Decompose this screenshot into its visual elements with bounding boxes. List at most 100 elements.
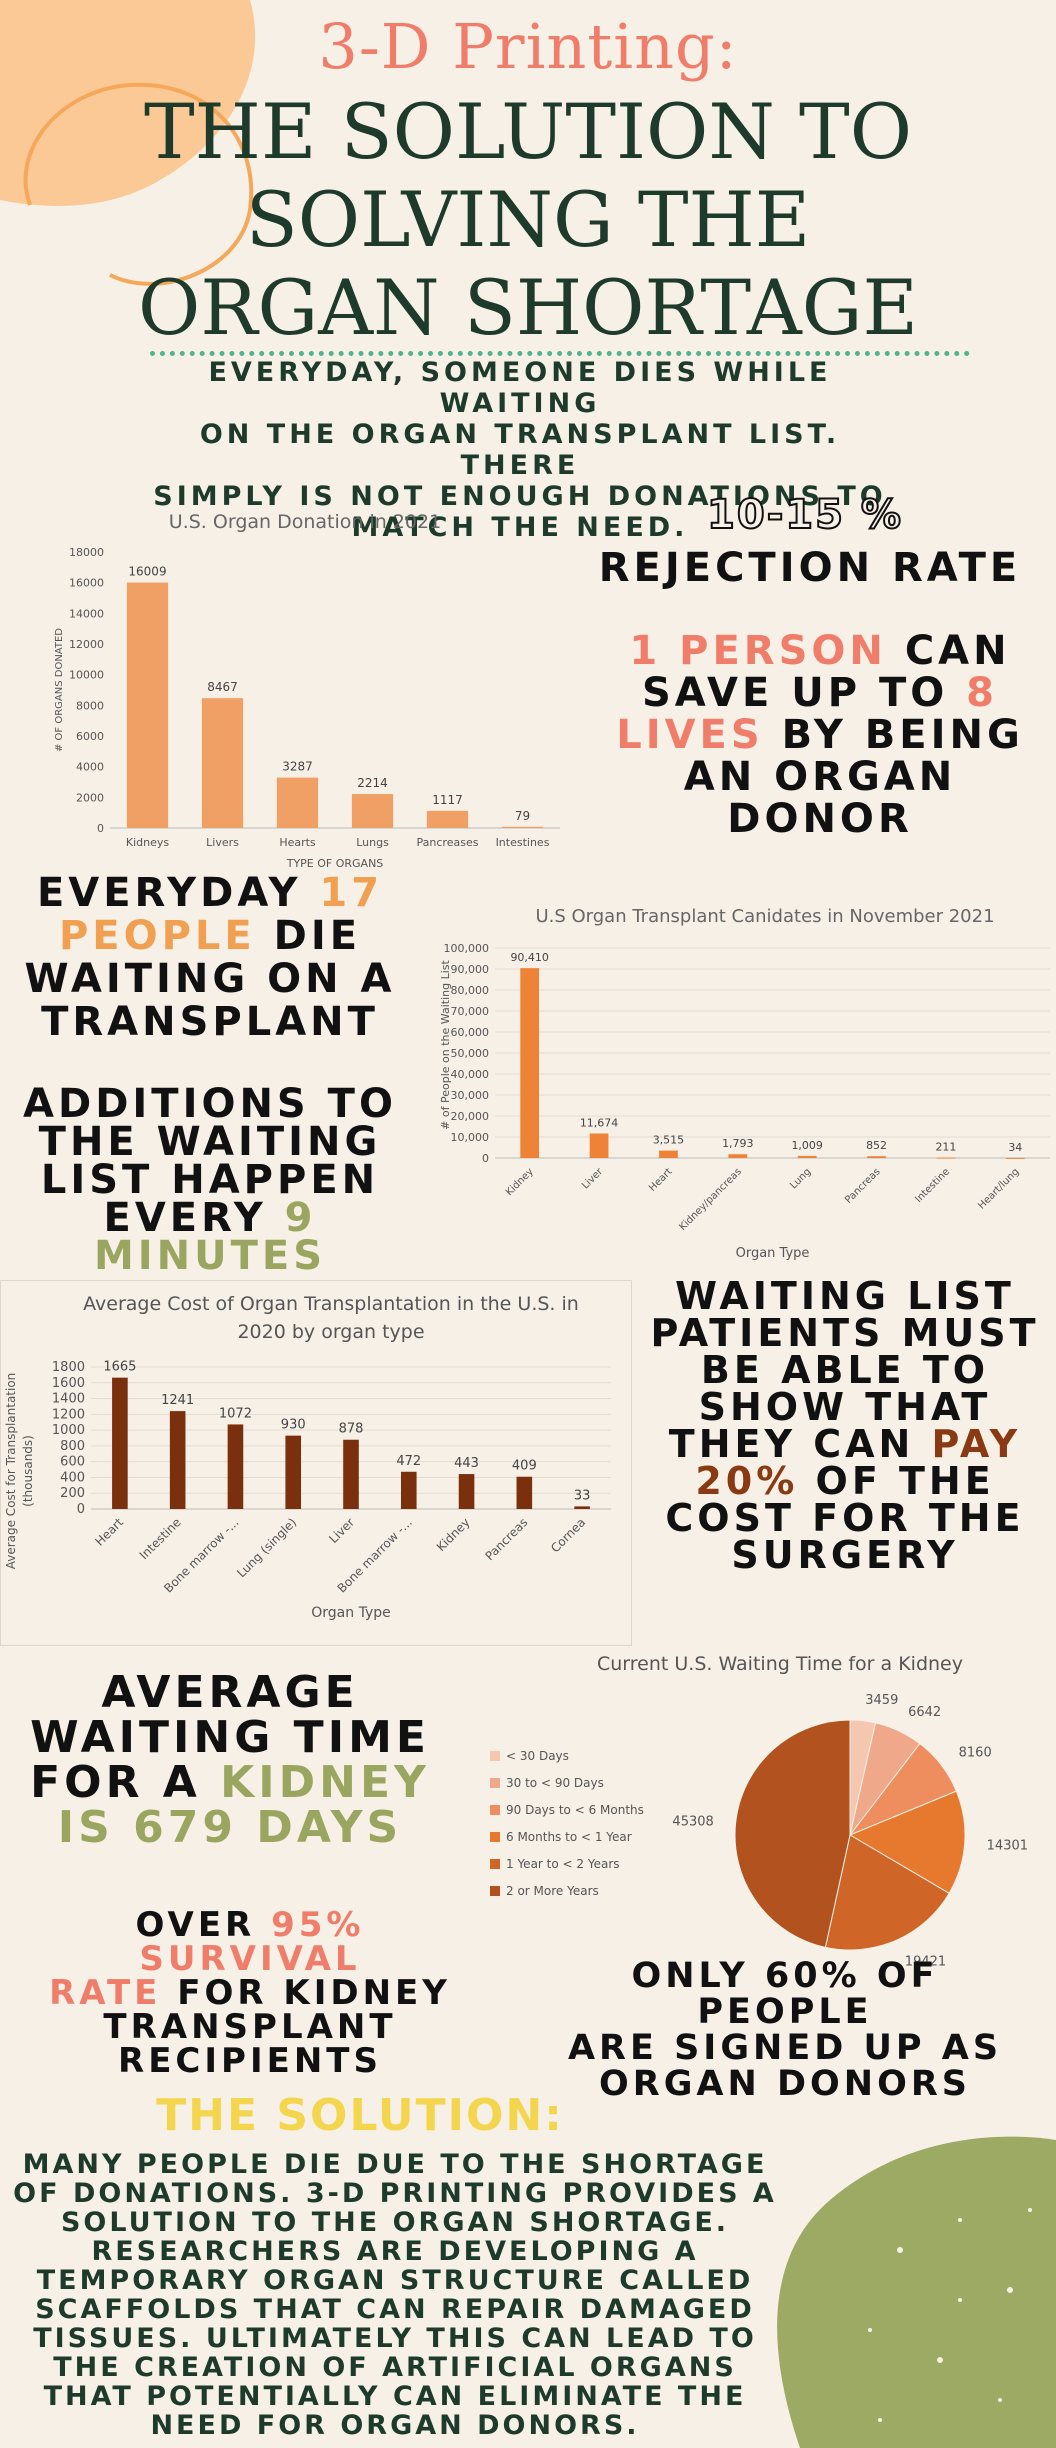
speckles-decoration [868,2208,1032,2422]
y-tick-label: 40,000 [451,1068,490,1081]
x-tick-label: Hearts [279,836,316,849]
pay-text: OF THE [798,1459,995,1503]
bar-value-label: 1,793 [722,1137,754,1150]
rejection-rate-label: REJECTION RATE [598,545,1022,591]
pie-slice [824,1834,950,1951]
bar-value-label: 852 [866,1139,887,1152]
pie-slice [734,1719,851,1948]
pie-value-label: 19421 [905,1955,946,1970]
additions-text: EVERY [103,1195,285,1241]
legend-swatch [490,1778,500,1788]
bar [659,1150,678,1158]
survival-stat: OVER 95% SURVIVAL RATE FOR KIDNEY TRANSP… [20,1908,480,2078]
y-tick-label: 16000 [69,577,104,590]
legend-label: 6 Months to < 1 Year [506,1830,632,1844]
pie-value-label: 14301 [987,1839,1028,1854]
bar-value-label: 211 [935,1141,956,1154]
bar-value-label: 79 [515,809,530,823]
pay-text: THEY CAN [668,1422,932,1466]
pay-line: THEY CAN PAY [640,1425,1050,1463]
x-tick-label: Kidney/pancreas [677,1166,744,1233]
bar [574,1506,590,1509]
y-tick-label: 4000 [76,761,104,774]
bar [520,968,540,1158]
bar [169,1411,186,1509]
x-tick-label: Pancreas [482,1515,530,1563]
pie-value-label: 3459 [865,1693,898,1708]
kidney-wait-pie-chart-svg: Current U.S. Waiting Time for a Kidney 34… [490,1653,1028,1970]
pay-highlight: 20% [695,1459,799,1503]
bar [728,1154,748,1158]
x-tick-label: Livers [206,836,239,849]
survival-line: RATE FOR KIDNEY [20,1976,480,2010]
payment-stat: WAITING LIST PATIENTS MUST BE ABLE TO SH… [640,1274,1050,1574]
bar-value-label: 33 [574,1488,591,1503]
survival-text: FOR KIDNEY [161,1973,451,2013]
y-tick-label: 10000 [69,669,104,682]
pay-line: PATIENTS MUST [650,1311,1040,1355]
pay-line: WAITING LIST [675,1274,1015,1318]
bar-value-label: 930 [281,1418,306,1433]
solution-line: THE CREATION OF ARTIFICIAL ORGANS [53,2352,737,2383]
transplant-candidates-chart-svg: U.S Organ Transplant Canidates in Novemb… [439,906,1050,1261]
x-tick-label: Liver [326,1515,357,1546]
intro-line: SIMPLY IS NOT ENOUGH DONATIONS TO [153,481,887,512]
y-axis-label: # OF ORGANS DONATED [54,628,65,752]
save-line: DONOR [727,796,913,842]
bar [589,1133,609,1158]
y-axis-label: # of People on the Waiting List [439,960,452,1130]
y-tick-label: 100,000 [444,942,490,955]
y-tick-label: 0 [97,822,104,835]
y-tick-label: 0 [77,1502,85,1517]
save-highlight: 8 [966,670,999,716]
bar-value-label: 409 [512,1459,537,1474]
x-tick-label: Heart [647,1166,675,1194]
kidney-wait-stat: AVERAGE WAITING TIME FOR A KIDNEY IS 679… [0,1670,460,1850]
y-tick-label: 10,000 [451,1131,490,1144]
y-tick-label: 80,000 [451,984,490,997]
survival-text: OVER [135,1905,272,1945]
solution-line: RESEARCHERS ARE DEVELOPING A [91,2236,699,2267]
legend-label: < 30 Days [506,1749,569,1763]
bar-value-label: 1241 [161,1393,194,1408]
survival-line: OVER 95% SURVIVAL [20,1908,480,1976]
intro-line: MATCH THE NEED. [351,512,689,543]
bar-value-label: 1117 [432,793,463,807]
x-axis-label: Organ Type [311,1605,390,1621]
bar-value-label: 472 [396,1454,421,1469]
y-tick-label: 20,000 [451,1110,490,1123]
bar [343,1439,359,1509]
y-tick-label: 1000 [52,1423,85,1438]
x-tick-label: Heart/lung [976,1166,1021,1211]
wait-line: FOR A KIDNEY [0,1760,460,1805]
donor-signup-stat: ONLY 60% OF PEOPLE ARE SIGNED UP AS ORGA… [540,1958,1030,2102]
bar [426,810,469,828]
x-tick-label: Intestine [913,1166,952,1205]
x-axis-label: Organ Type [736,1246,810,1261]
save-line: SAVE UP TO 8 [600,672,1040,714]
bar-value-label: 1665 [103,1360,136,1375]
pay-line: COST FOR THE [665,1496,1025,1540]
legend-swatch [490,1832,500,1842]
y-tick-label: 2000 [76,791,104,804]
x-tick-label: Lungs [356,836,389,849]
save-highlight: 1 PERSON [629,628,887,674]
bar [351,794,394,828]
deaths-line: WAITING ON A [24,956,396,1002]
y-tick-label: 200 [60,1486,85,1501]
survival-highlight: RATE [49,1973,162,2013]
deaths-line: TRANSPLANT [41,999,379,1045]
y-axis-label: (thousands) [21,1435,35,1507]
save-highlight: LIVES [616,712,764,758]
save-text: CAN [886,628,1011,674]
save-text: SAVE UP TO [641,670,967,716]
waiting-additions-stat: ADDITIONS TO THE WAITING LIST HAPPEN EVE… [0,1084,420,1276]
solution-line: NEED FOR ORGAN DONORS. [150,2410,640,2441]
y-tick-label: 0 [482,1152,489,1165]
bar [936,1157,956,1159]
bar-value-label: 443 [454,1456,479,1471]
deaths-highlight: PEOPLE [58,913,256,959]
bar [1005,1157,1025,1159]
y-tick-label: 600 [60,1455,85,1470]
